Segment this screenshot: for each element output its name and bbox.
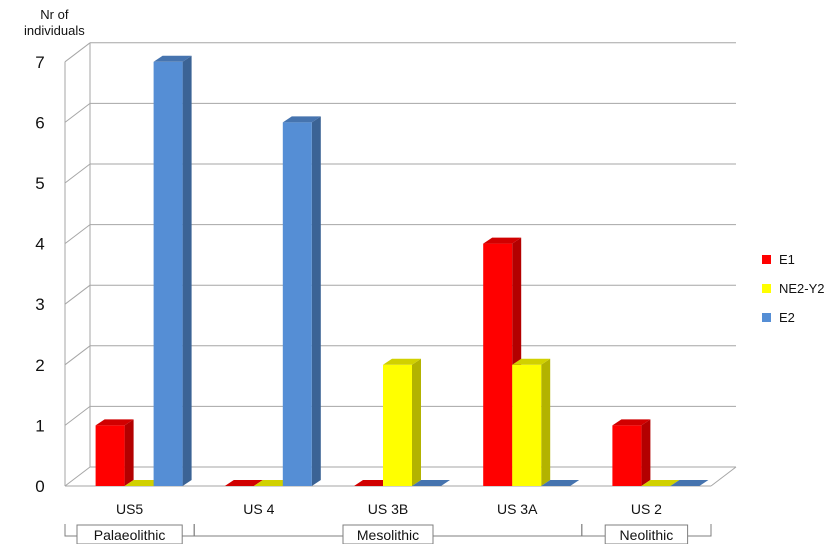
- x-tick-label-us-3a: US 3A: [497, 501, 538, 517]
- y-axis-title-line-2: individuals: [24, 23, 85, 38]
- bars: [95, 55, 709, 487]
- legend-item-e1: E1: [762, 245, 825, 274]
- bar-top-e1-us-4: [224, 480, 263, 486]
- bar-front-e2-us5: [153, 61, 183, 487]
- period-label-mesolithic: Mesolithic: [357, 527, 419, 543]
- legend: E1 NE2-Y2 E2: [762, 245, 825, 332]
- y-axis-title-line-1: Nr of: [40, 7, 69, 22]
- bar-side-ne2-y2-us-3a: [541, 358, 551, 486]
- bar-top-ne2-y2-us5: [124, 480, 163, 486]
- bar-side-e2-us-4: [311, 116, 321, 487]
- x-tick-label-us5: US5: [116, 501, 143, 517]
- bar-front-ne2-y2-us-3b: [383, 364, 412, 486]
- gridline-connector-0: [64, 466, 91, 487]
- bar-top-e2-us-3a: [541, 480, 580, 486]
- bar-side-e2-us5: [182, 55, 192, 487]
- legend-label-ne2-y2: NE2-Y2: [779, 281, 825, 296]
- x-axis-labels: US5 US 4 US 3B US 3A US 2: [116, 501, 662, 517]
- x-tick-label-us-3b: US 3B: [368, 501, 408, 517]
- bar-e2-us-3a: [541, 480, 580, 486]
- bar-top-e1-us-3a: [483, 237, 522, 244]
- bar-top-ne2-y2-us-2: [641, 480, 680, 486]
- y-tick-label-5: 5: [35, 174, 44, 193]
- bar-top-ne2-y2-us-3b: [383, 358, 421, 365]
- y-tick-label-3: 3: [35, 295, 44, 314]
- x-tick-label-us-4: US 4: [243, 501, 274, 517]
- bar-top-ne2-y2-us-3a: [512, 358, 551, 365]
- bar-front-e2-us-4: [282, 122, 312, 487]
- gridline-connector-6: [64, 103, 91, 123]
- x-tick-label-us-2: US 2: [631, 501, 662, 517]
- bar-top-e2-us-2: [670, 480, 709, 486]
- period-neolithic: Neolithic: [581, 524, 712, 544]
- bar-e1-us-4: [224, 480, 263, 486]
- period-mesolithic: Mesolithic: [193, 524, 583, 544]
- bar-top-ne2-y2-us-4: [253, 480, 292, 486]
- bar-e2-us-2: [670, 480, 709, 486]
- floor-right-edge: [710, 466, 737, 487]
- bar-top-e1-us-3b: [354, 480, 392, 486]
- y-axis-title: Nr of individuals: [24, 7, 85, 39]
- bar-top-e2-us5: [153, 55, 192, 62]
- bar-ne2-y2-us-4: [253, 480, 292, 486]
- bar-top-e2-us-3b: [412, 480, 450, 486]
- gridline-connector-3: [64, 284, 91, 305]
- bar-side-ne2-y2-us-3b: [412, 358, 421, 486]
- bar-e2-us5: [153, 55, 192, 487]
- bar-e2-us-3b: [412, 480, 450, 486]
- gridline-connector-2: [64, 345, 91, 366]
- period-palaeolithic: Palaeolithic: [64, 524, 195, 544]
- bar-top-e1-us-2: [612, 419, 651, 426]
- bar-side-e1-us-2: [641, 419, 651, 486]
- bar-e2-us-4: [282, 116, 321, 487]
- y-tick-label-1: 1: [35, 416, 44, 435]
- period-label-box-mesolithic: [342, 524, 434, 544]
- bar-front-e1-us5: [95, 425, 125, 486]
- bar-side-e1-us5: [124, 419, 134, 486]
- y-tick-label-2: 2: [35, 356, 44, 375]
- period-label-box-neolithic: [604, 524, 689, 544]
- period-label-neolithic: Neolithic: [620, 527, 674, 543]
- y-tick-label-6: 6: [35, 113, 44, 132]
- period-label-palaeolithic: Palaeolithic: [94, 527, 166, 543]
- legend-label-e1: E1: [779, 252, 795, 267]
- bar-front-e1-us-3a: [483, 243, 513, 486]
- bar-ne2-y2-us-3b: [383, 358, 421, 486]
- legend-label-e2: E2: [779, 310, 795, 325]
- y-tick-label-7: 7: [35, 53, 44, 72]
- y-axis-ticks: 0 1 2 3 4 5 6 7: [35, 53, 44, 496]
- gridline-connector-7: [64, 42, 91, 63]
- y-tick-label-4: 4: [35, 235, 44, 254]
- gridline-connector-4: [64, 224, 91, 244]
- bar-ne2-y2-us-2: [641, 480, 680, 486]
- period-label-box-palaeolithic: [76, 524, 183, 544]
- gridline-connector-1: [64, 406, 91, 426]
- bar-e1-us5: [95, 419, 134, 486]
- bar-ne2-y2-us5: [124, 480, 163, 486]
- bar-front-e1-us-2: [612, 425, 642, 486]
- legend-item-e2: E2: [762, 303, 825, 332]
- y-tick-label-0: 0: [35, 477, 44, 496]
- period-brackets: Palaeolithic Mesolithic Neolithic: [64, 524, 712, 544]
- bar-front-ne2-y2-us-3a: [512, 364, 542, 486]
- bar-ne2-y2-us-3a: [512, 358, 551, 486]
- bar-top-e1-us5: [95, 419, 134, 426]
- gridline-connector-5: [64, 163, 91, 184]
- bar-e1-us-2: [612, 419, 651, 486]
- legend-swatch-ne2-y2: [762, 284, 771, 293]
- legend-item-ne2-y2: NE2-Y2: [762, 274, 825, 303]
- bar-top-e2-us-4: [282, 116, 321, 123]
- legend-swatch-e1: [762, 255, 771, 264]
- legend-swatch-e2: [762, 313, 771, 322]
- bar-e1-us-3b: [354, 480, 392, 486]
